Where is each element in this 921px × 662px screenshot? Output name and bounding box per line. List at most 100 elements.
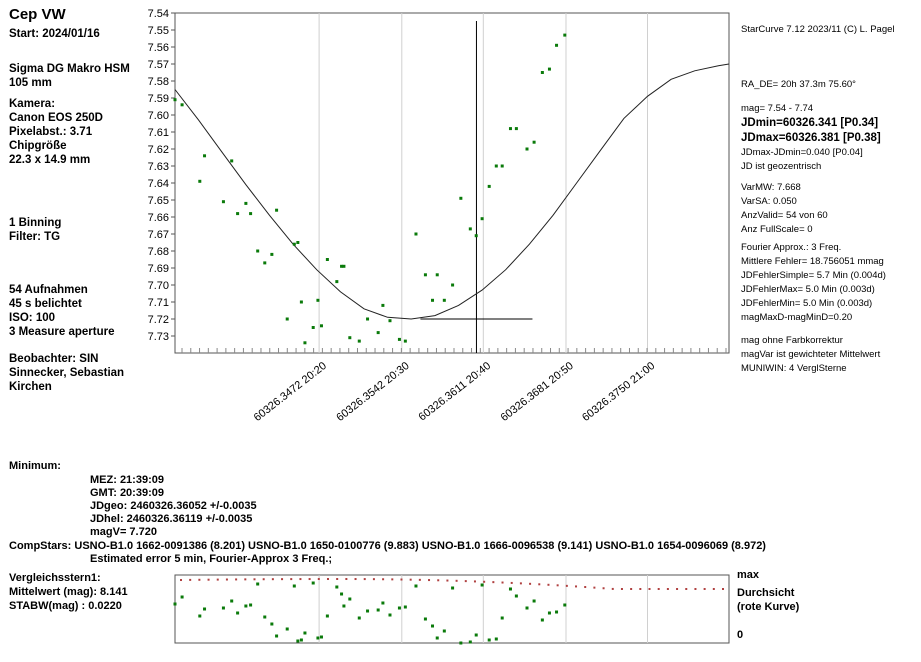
y-tick-label: 7.66 <box>148 212 169 224</box>
transparency-point <box>483 580 486 583</box>
comparison-point <box>270 622 274 626</box>
comparison-point <box>431 624 435 628</box>
chip-label: Chipgröße <box>9 140 67 152</box>
y-tick-label: 7.56 <box>148 42 169 54</box>
transparency-point <box>593 586 596 589</box>
data-point <box>397 337 401 341</box>
comparison-point <box>459 641 463 645</box>
durchsicht-label: Durchsicht <box>737 587 795 599</box>
data-point <box>244 201 248 205</box>
data-point <box>316 298 320 302</box>
minimum-label: Minimum: <box>9 460 61 472</box>
transparency-point <box>446 579 449 582</box>
jd-error-min: JDFehlerMin= 5.0 Min (0.003d) <box>741 298 873 309</box>
minimum-magv: magV= 7.720 <box>90 526 157 538</box>
fourier-approx: Fourier Approx.: 3 Freq. <box>741 242 842 253</box>
comparison-point <box>514 594 518 598</box>
filter: Filter: TG <box>9 231 61 243</box>
transparency-point <box>722 588 724 590</box>
comparison-point <box>198 614 202 618</box>
pixel-pitch: Pixelabst.: 3.71 <box>9 126 93 138</box>
transparency-point <box>290 578 293 581</box>
transparency-point <box>455 579 458 582</box>
transparency-point <box>630 588 633 590</box>
comparison-point <box>525 606 529 610</box>
comparison-point <box>230 599 234 603</box>
y-tick-label: 7.70 <box>148 280 169 292</box>
comparison-zero-label: 0 <box>737 629 744 641</box>
y-tick-label: 7.71 <box>148 297 169 309</box>
comparison-point <box>397 606 401 610</box>
data-point <box>480 217 484 221</box>
lens-name: Sigma DG Makro HSM <box>9 63 130 75</box>
data-point <box>325 258 329 261</box>
comparison-point <box>203 607 207 611</box>
comparison-point <box>423 617 427 621</box>
transparency-point <box>529 582 532 585</box>
measure-aperture: 3 Measure aperture <box>9 326 115 338</box>
transparency-point <box>657 588 660 590</box>
transparency-point <box>354 578 357 581</box>
transparency-point <box>326 578 329 581</box>
data-point <box>494 164 498 168</box>
weighted-mean-note: magVar ist gewichteter Mittelwert <box>741 349 881 360</box>
comparison-point <box>442 629 446 633</box>
transparency-point <box>464 580 467 583</box>
y-tick-label: 7.54 <box>148 8 169 20</box>
comparison-point <box>236 611 240 615</box>
comparison-point <box>366 609 370 613</box>
comparison-point <box>311 581 315 585</box>
transparency-point <box>189 578 192 581</box>
transparency-point <box>428 579 431 582</box>
transparency-point <box>180 579 182 582</box>
comparison-point <box>494 637 498 641</box>
data-point <box>357 339 361 343</box>
transparency-point <box>694 588 697 590</box>
comparison-point <box>381 601 385 605</box>
durchsicht-sublabel: (rote Kurve) <box>737 601 800 613</box>
transparency-point <box>611 587 614 590</box>
data-point <box>555 43 559 47</box>
transparency-point <box>639 588 642 590</box>
comparison-point <box>508 587 512 591</box>
transparency-point <box>216 578 219 581</box>
transparency-point <box>198 578 201 581</box>
data-point <box>299 300 303 304</box>
transparency-point <box>235 578 238 581</box>
y-tick-label: 7.61 <box>148 127 169 139</box>
fullscale-count: Anz FullScale= 0 <box>741 224 813 235</box>
transparency-point <box>703 588 706 590</box>
comparison-point <box>316 636 320 640</box>
data-point <box>285 317 289 321</box>
transparency-point <box>519 582 522 585</box>
comparison-point <box>414 584 418 588</box>
transparency-point <box>565 584 568 587</box>
transparency-point <box>538 583 541 586</box>
transparency-point <box>308 578 311 581</box>
y-tick-label: 7.68 <box>148 246 169 258</box>
comparison-point <box>388 613 392 617</box>
comparison-point <box>348 597 352 601</box>
comparison-point <box>500 616 504 620</box>
transparency-point <box>409 578 412 581</box>
comparison-point <box>263 615 267 619</box>
comparison-point <box>303 631 307 635</box>
x-tick-label: 60326.3750 21:00 <box>580 360 657 424</box>
data-point <box>474 234 478 238</box>
observer-location: Kirchen <box>9 381 52 393</box>
data-point <box>340 264 344 268</box>
y-tick-label: 7.58 <box>148 76 169 88</box>
x-tick-label: 60326.3681 20:50 <box>499 360 576 424</box>
transparency-point <box>547 583 550 586</box>
transparency-point <box>345 578 348 581</box>
comparison-point <box>435 636 439 640</box>
data-point <box>180 103 184 107</box>
transparency-point <box>712 588 715 590</box>
minimum-mez: MEZ: 21:39:09 <box>90 474 164 486</box>
transparency-point <box>299 578 302 581</box>
transparency-point <box>620 588 623 590</box>
transparency-point <box>207 578 210 581</box>
data-point <box>236 212 240 216</box>
comparison-point <box>547 611 551 615</box>
data-point <box>376 331 380 335</box>
